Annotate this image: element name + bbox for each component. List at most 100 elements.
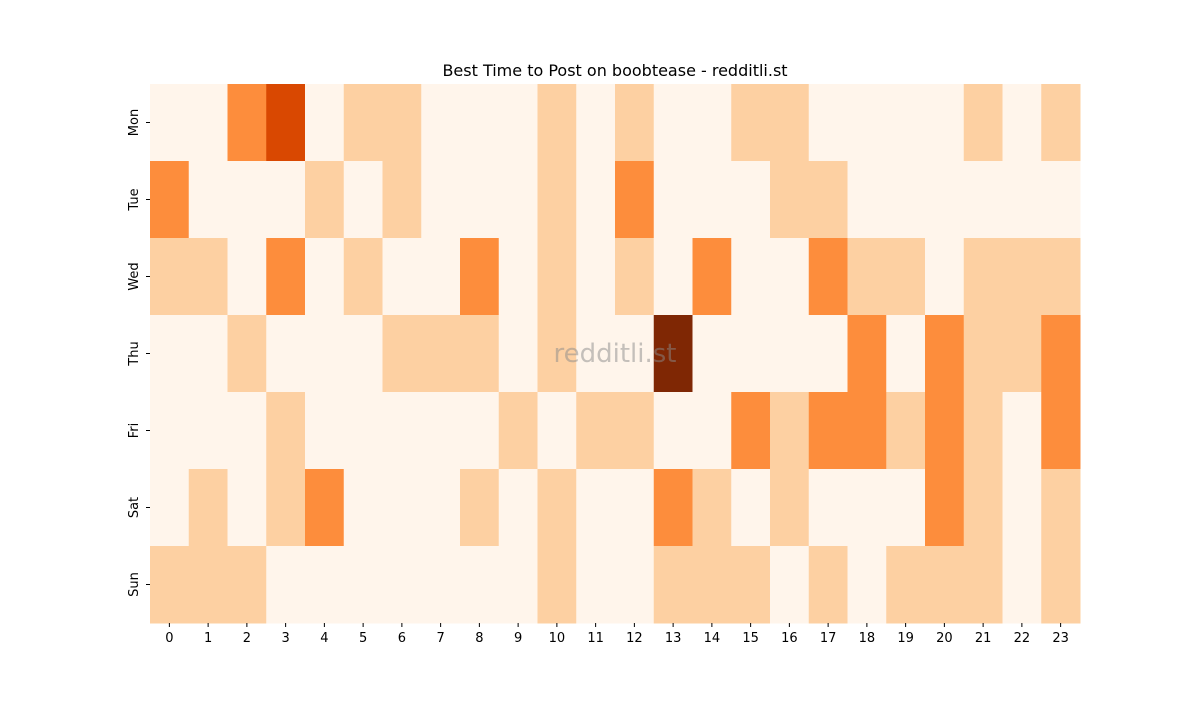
heatmap-cell: [653, 84, 693, 162]
heatmap-cell: [770, 546, 810, 624]
heatmap-cell: [615, 315, 655, 393]
heatmap-cell: [886, 392, 926, 470]
heatmap-cell: [576, 546, 616, 624]
heatmap-cell: [537, 84, 577, 162]
heatmap-cell: [266, 392, 306, 470]
heatmap-cell: [421, 546, 461, 624]
heatmap-cell: [1002, 161, 1042, 239]
heatmap-cell: [963, 238, 1003, 316]
heatmap-cell: [963, 315, 1003, 393]
heatmap-cell: [692, 469, 732, 547]
heatmap-cell: [460, 84, 500, 162]
x-tick-label: 17: [820, 631, 837, 646]
x-axis: 0 1 2 3 4 5 6 7 8 9 10 11 12 13 14 15 16 17 18 19 20 21 22 23: [165, 623, 1069, 646]
heatmap-cell: [808, 546, 848, 624]
heatmap-cell: [382, 469, 422, 547]
heatmap-cell: [925, 161, 965, 239]
heatmap-cell: [421, 238, 461, 316]
heatmap-cell: [382, 392, 422, 470]
heatmap-cell: [227, 238, 267, 316]
heatmap-cell: [460, 161, 500, 239]
y-tick-label: Mon: [127, 109, 142, 136]
heatmap-cell: [692, 84, 732, 162]
heatmap-cell: [498, 469, 538, 547]
heatmap-cell: [886, 161, 926, 239]
heatmap-cell: [886, 84, 926, 162]
x-tick-label: 19: [897, 631, 914, 646]
heatmap-cell: [653, 315, 693, 393]
x-tick-label: 10: [549, 631, 566, 646]
heatmap-cell: [266, 546, 306, 624]
heatmap-cell: [343, 161, 383, 239]
heatmap-cell: [770, 161, 810, 239]
heatmap-cell: [382, 84, 422, 162]
heatmap-cell: [460, 315, 500, 393]
heatmap-cell: [150, 392, 190, 470]
heatmap-cell: [188, 469, 228, 547]
heatmap-cell: [343, 392, 383, 470]
heatmap-cell: [1041, 161, 1081, 239]
x-tick-label: 2: [243, 631, 251, 646]
heatmap-cell: [1002, 392, 1042, 470]
x-tick-label: 1: [204, 631, 212, 646]
heatmap-cell: [576, 469, 616, 547]
heatmap-cell: [808, 161, 848, 239]
heatmap-cell: [925, 315, 965, 393]
heatmap-cell: [498, 238, 538, 316]
heatmap-cell: [305, 392, 345, 470]
y-tick-label: Sat: [127, 497, 142, 518]
heatmap-cell: [343, 315, 383, 393]
heatmap-cell: [227, 546, 267, 624]
y-tick-label: Fri: [127, 423, 142, 439]
heatmap-cell: [731, 315, 771, 393]
x-tick-label: 0: [165, 631, 173, 646]
heatmap-cell: [537, 161, 577, 239]
heatmap-cell: [653, 238, 693, 316]
heatmap-cell: [770, 315, 810, 393]
heatmap-cell: [576, 315, 616, 393]
heatmap-cell: [421, 161, 461, 239]
x-tick-label: 5: [359, 631, 367, 646]
heatmap-cell: [808, 315, 848, 393]
heatmap-cell: [886, 315, 926, 393]
heatmap-cell: [808, 238, 848, 316]
heatmap-cell: [1002, 238, 1042, 316]
heatmap-cell: [692, 238, 732, 316]
heatmap-cell: [150, 546, 190, 624]
heatmap-cell: [770, 84, 810, 162]
heatmap-cell: [963, 84, 1003, 162]
x-tick-label: 16: [781, 631, 798, 646]
heatmap-cell: [460, 392, 500, 470]
heatmap-cell: [537, 546, 577, 624]
heatmap-cell: [421, 392, 461, 470]
heatmap-cell: [537, 315, 577, 393]
heatmap-cell: [421, 315, 461, 393]
heatmap-cell: [731, 392, 771, 470]
heatmap-cell: [305, 469, 345, 547]
heatmap-cell: [188, 392, 228, 470]
heatmap-cell: [576, 84, 616, 162]
heatmap-cell: [847, 469, 887, 547]
heatmap-cell: [925, 84, 965, 162]
heatmap-cell: [188, 315, 228, 393]
heatmap-cell: [731, 238, 771, 316]
x-tick-label: 4: [320, 631, 328, 646]
heatmap-cell: [1002, 84, 1042, 162]
heatmap-cell: [1041, 392, 1081, 470]
heatmap-cell: [227, 392, 267, 470]
heatmap-cell: [305, 546, 345, 624]
heatmap-cell: [847, 546, 887, 624]
heatmap-cell: [653, 392, 693, 470]
heatmap-cell: [305, 161, 345, 239]
heatmap-cell: [925, 546, 965, 624]
x-tick-label: 6: [398, 631, 406, 646]
heatmap-cell: [963, 546, 1003, 624]
x-tick-label: 21: [975, 631, 992, 646]
heatmap-cell: [1041, 469, 1081, 547]
heatmap-cell: [150, 84, 190, 162]
y-axis: Mon Tue Wed Thu Fri Sat Sun: [127, 109, 150, 597]
heatmap-cell: [615, 84, 655, 162]
heatmap-cell: [692, 161, 732, 239]
x-tick-label: 11: [587, 631, 604, 646]
heatmap-cell: [421, 84, 461, 162]
